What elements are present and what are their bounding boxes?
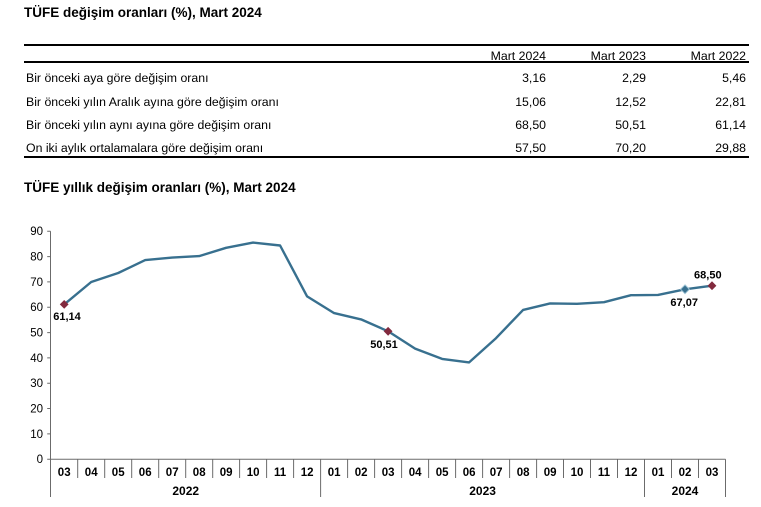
svg-text:10: 10 — [30, 429, 43, 441]
svg-text:80: 80 — [30, 252, 43, 264]
svg-text:50: 50 — [30, 328, 43, 340]
svg-text:04: 04 — [409, 467, 422, 479]
svg-text:07: 07 — [166, 467, 179, 479]
svg-text:40: 40 — [30, 353, 43, 365]
svg-text:67,07: 67,07 — [670, 297, 698, 309]
svg-text:09: 09 — [544, 467, 557, 479]
svg-text:2023: 2023 — [469, 484, 496, 498]
svg-text:10: 10 — [247, 467, 260, 479]
svg-text:11: 11 — [274, 467, 287, 479]
svg-text:05: 05 — [112, 467, 125, 479]
svg-text:70: 70 — [30, 277, 43, 289]
svg-text:20: 20 — [30, 404, 43, 416]
svg-text:12: 12 — [625, 467, 638, 479]
svg-text:08: 08 — [517, 467, 530, 479]
svg-text:60: 60 — [30, 302, 43, 314]
svg-text:02: 02 — [679, 467, 692, 479]
svg-text:0: 0 — [37, 454, 43, 466]
svg-text:07: 07 — [490, 467, 503, 479]
svg-text:2024: 2024 — [672, 484, 699, 498]
svg-text:01: 01 — [652, 467, 665, 479]
svg-text:03: 03 — [382, 467, 395, 479]
svg-text:30: 30 — [30, 378, 43, 390]
svg-text:02: 02 — [355, 467, 368, 479]
svg-text:2022: 2022 — [172, 484, 199, 498]
svg-text:61,14: 61,14 — [53, 311, 81, 323]
svg-text:05: 05 — [436, 467, 449, 479]
svg-text:01: 01 — [328, 467, 341, 479]
svg-text:03: 03 — [58, 467, 71, 479]
svg-text:11: 11 — [598, 467, 611, 479]
svg-text:04: 04 — [85, 467, 98, 479]
svg-text:03: 03 — [706, 467, 719, 479]
svg-text:50,51: 50,51 — [370, 339, 398, 351]
svg-text:09: 09 — [220, 467, 233, 479]
svg-text:06: 06 — [463, 467, 476, 479]
svg-text:12: 12 — [301, 467, 314, 479]
svg-text:10: 10 — [571, 467, 584, 479]
svg-text:08: 08 — [193, 467, 206, 479]
svg-text:68,50: 68,50 — [694, 270, 722, 282]
svg-text:06: 06 — [139, 467, 152, 479]
svg-text:90: 90 — [30, 226, 43, 238]
